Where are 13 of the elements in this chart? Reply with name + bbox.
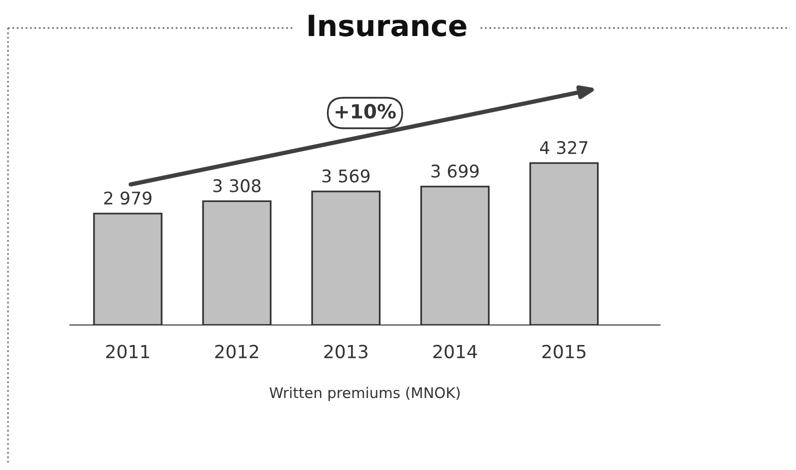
data-label: 4 327: [540, 141, 588, 154]
data-label: 3 308: [213, 179, 261, 192]
x-tick-label: 2013: [324, 344, 368, 358]
data-label: 2 979: [104, 191, 152, 205]
text: +10%: [336, 104, 396, 119]
x-axis-title: Written premiums (MNOK): [270, 386, 460, 402]
x-tick-label: 2015: [542, 344, 586, 358]
x-tick-label: 2014: [433, 344, 477, 358]
chart-title: Insurance: [308, 14, 466, 36]
data-label: 3 569: [322, 169, 370, 183]
x-tick-label: 2011: [106, 344, 150, 358]
data-label: 3 699: [431, 164, 479, 178]
x-tick-label: 2012: [215, 344, 258, 358]
